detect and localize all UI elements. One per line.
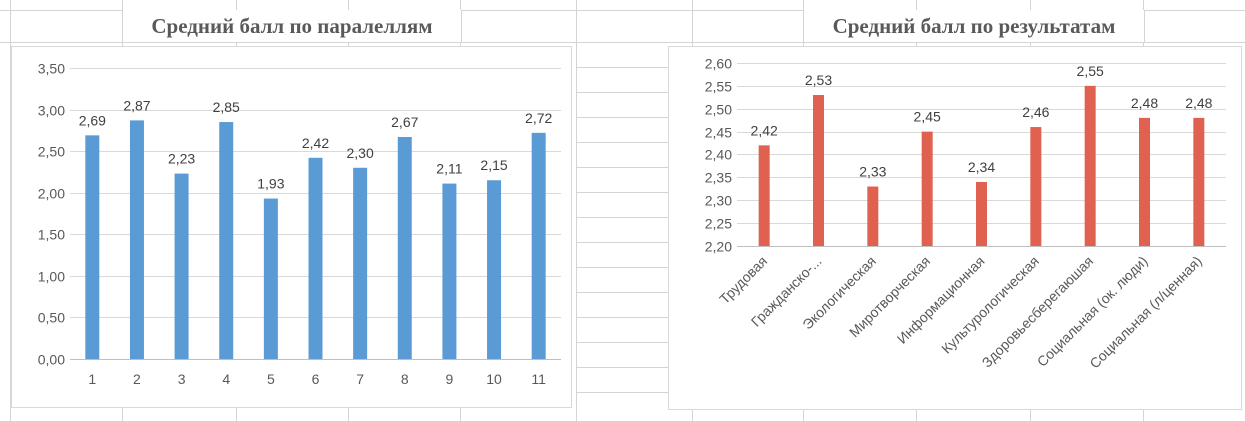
x-tick-label: 8 [401, 371, 409, 387]
y-tick-label: 2,25 [705, 216, 732, 232]
chart-results[interactable]: 2,20 2,25 2,30 2,35 2,40 2,45 2,50 2,55 2,60 2,42… [668, 46, 1242, 410]
x-tick-label: 3 [178, 371, 186, 387]
data-label: 2,48 [1131, 95, 1158, 111]
y-tick-label: 0,50 [38, 310, 65, 326]
data-label: 2,42 [302, 135, 329, 151]
x-tick-label: 4 [222, 371, 230, 387]
data-label: 2,53 [805, 72, 832, 88]
bar [976, 181, 987, 246]
data-label: 2,30 [347, 145, 374, 161]
data-label: 2,85 [213, 99, 240, 115]
bar [921, 131, 933, 246]
y-tick-label: 0,00 [38, 352, 65, 368]
y-tick-label: 3,00 [38, 103, 65, 119]
y-tick-label: 2,55 [705, 79, 732, 95]
x-tick-label: 6 [312, 371, 320, 387]
bar [442, 183, 457, 359]
bar [758, 145, 770, 246]
y-tick-label: 2,60 [705, 56, 732, 72]
chart-results-plot: 2,20 2,25 2,30 2,35 2,40 2,45 2,50 2,55 2,60 2,42… [705, 56, 1226, 372]
chart-parallels[interactable]: 0,00 0,50 1,00 1,50 2,00 2,50 3,00 3,50 2,69 1 2,8… [11, 46, 572, 408]
y-tick-label: 2,30 [705, 193, 732, 209]
bar [1193, 117, 1205, 247]
x-tick-label: Трудовая [716, 253, 770, 307]
data-label: 2,45 [914, 109, 941, 125]
bar [85, 135, 100, 359]
data-label: 2,72 [525, 110, 552, 126]
y-tick-label: 2,40 [705, 147, 732, 163]
data-label: 2,67 [391, 114, 418, 130]
bar [1139, 117, 1150, 247]
x-tick-label: 7 [356, 371, 364, 387]
x-tick-label: 1 [88, 371, 96, 387]
chart-parallels-plot: 0,00 0,50 1,00 1,50 2,00 2,50 3,00 3,50 2,69 1 2,8… [38, 61, 561, 387]
bar [308, 157, 323, 359]
y-tick-label: 2,50 [705, 102, 732, 118]
chart-title-results: Средний балл по результатам [803, 10, 1145, 43]
data-label: 1,93 [257, 176, 284, 192]
data-label: 2,46 [1022, 104, 1049, 120]
data-label: 2,42 [751, 122, 778, 138]
y-tick-label: 1,50 [38, 227, 65, 243]
data-label: 2,15 [480, 157, 507, 173]
y-tick-label: 3,50 [38, 61, 65, 77]
bar [1030, 127, 1042, 246]
y-tick-label: 2,20 [705, 239, 732, 255]
x-tick-label: 5 [267, 371, 275, 387]
chart-title-parallels: Средний балл по паралеллям [122, 10, 462, 43]
data-label: 2,55 [1077, 63, 1104, 79]
x-tick-label: 11 [531, 371, 546, 387]
y-tick-label: 2,35 [705, 170, 732, 186]
data-label: 2,23 [168, 151, 195, 167]
y-tick-label: 2,50 [38, 144, 65, 160]
bar [531, 132, 546, 359]
x-tick-label: 10 [486, 371, 502, 387]
bar [487, 180, 502, 359]
x-tick-label: Культурологическая [938, 253, 1042, 357]
x-tick-label: Социальная (л/ценная) [1086, 253, 1205, 372]
bar [174, 173, 189, 359]
y-tick-label: 2,45 [705, 125, 732, 141]
x-tick-label: 9 [446, 371, 454, 387]
bar [1084, 85, 1096, 246]
bar [263, 198, 278, 359]
x-tick-label: 2 [133, 371, 141, 387]
data-label: 2,34 [968, 159, 995, 175]
bar [867, 186, 879, 246]
y-tick-label: 1,00 [38, 269, 65, 285]
bar [813, 95, 824, 247]
data-label: 2,33 [859, 164, 886, 180]
bar [219, 122, 234, 360]
y-tick-label: 2,00 [38, 186, 65, 202]
data-label: 2,11 [436, 161, 462, 177]
x-tick-label: Здоровьесберегаюшая [979, 253, 1097, 371]
data-label: 2,87 [123, 97, 150, 113]
bar [129, 120, 144, 359]
bar [353, 167, 368, 359]
x-tick-label: Социальная (ок. люди) [1034, 253, 1151, 370]
bar [397, 137, 412, 359]
data-label: 2,48 [1185, 95, 1212, 111]
data-label: 2,69 [79, 112, 106, 128]
